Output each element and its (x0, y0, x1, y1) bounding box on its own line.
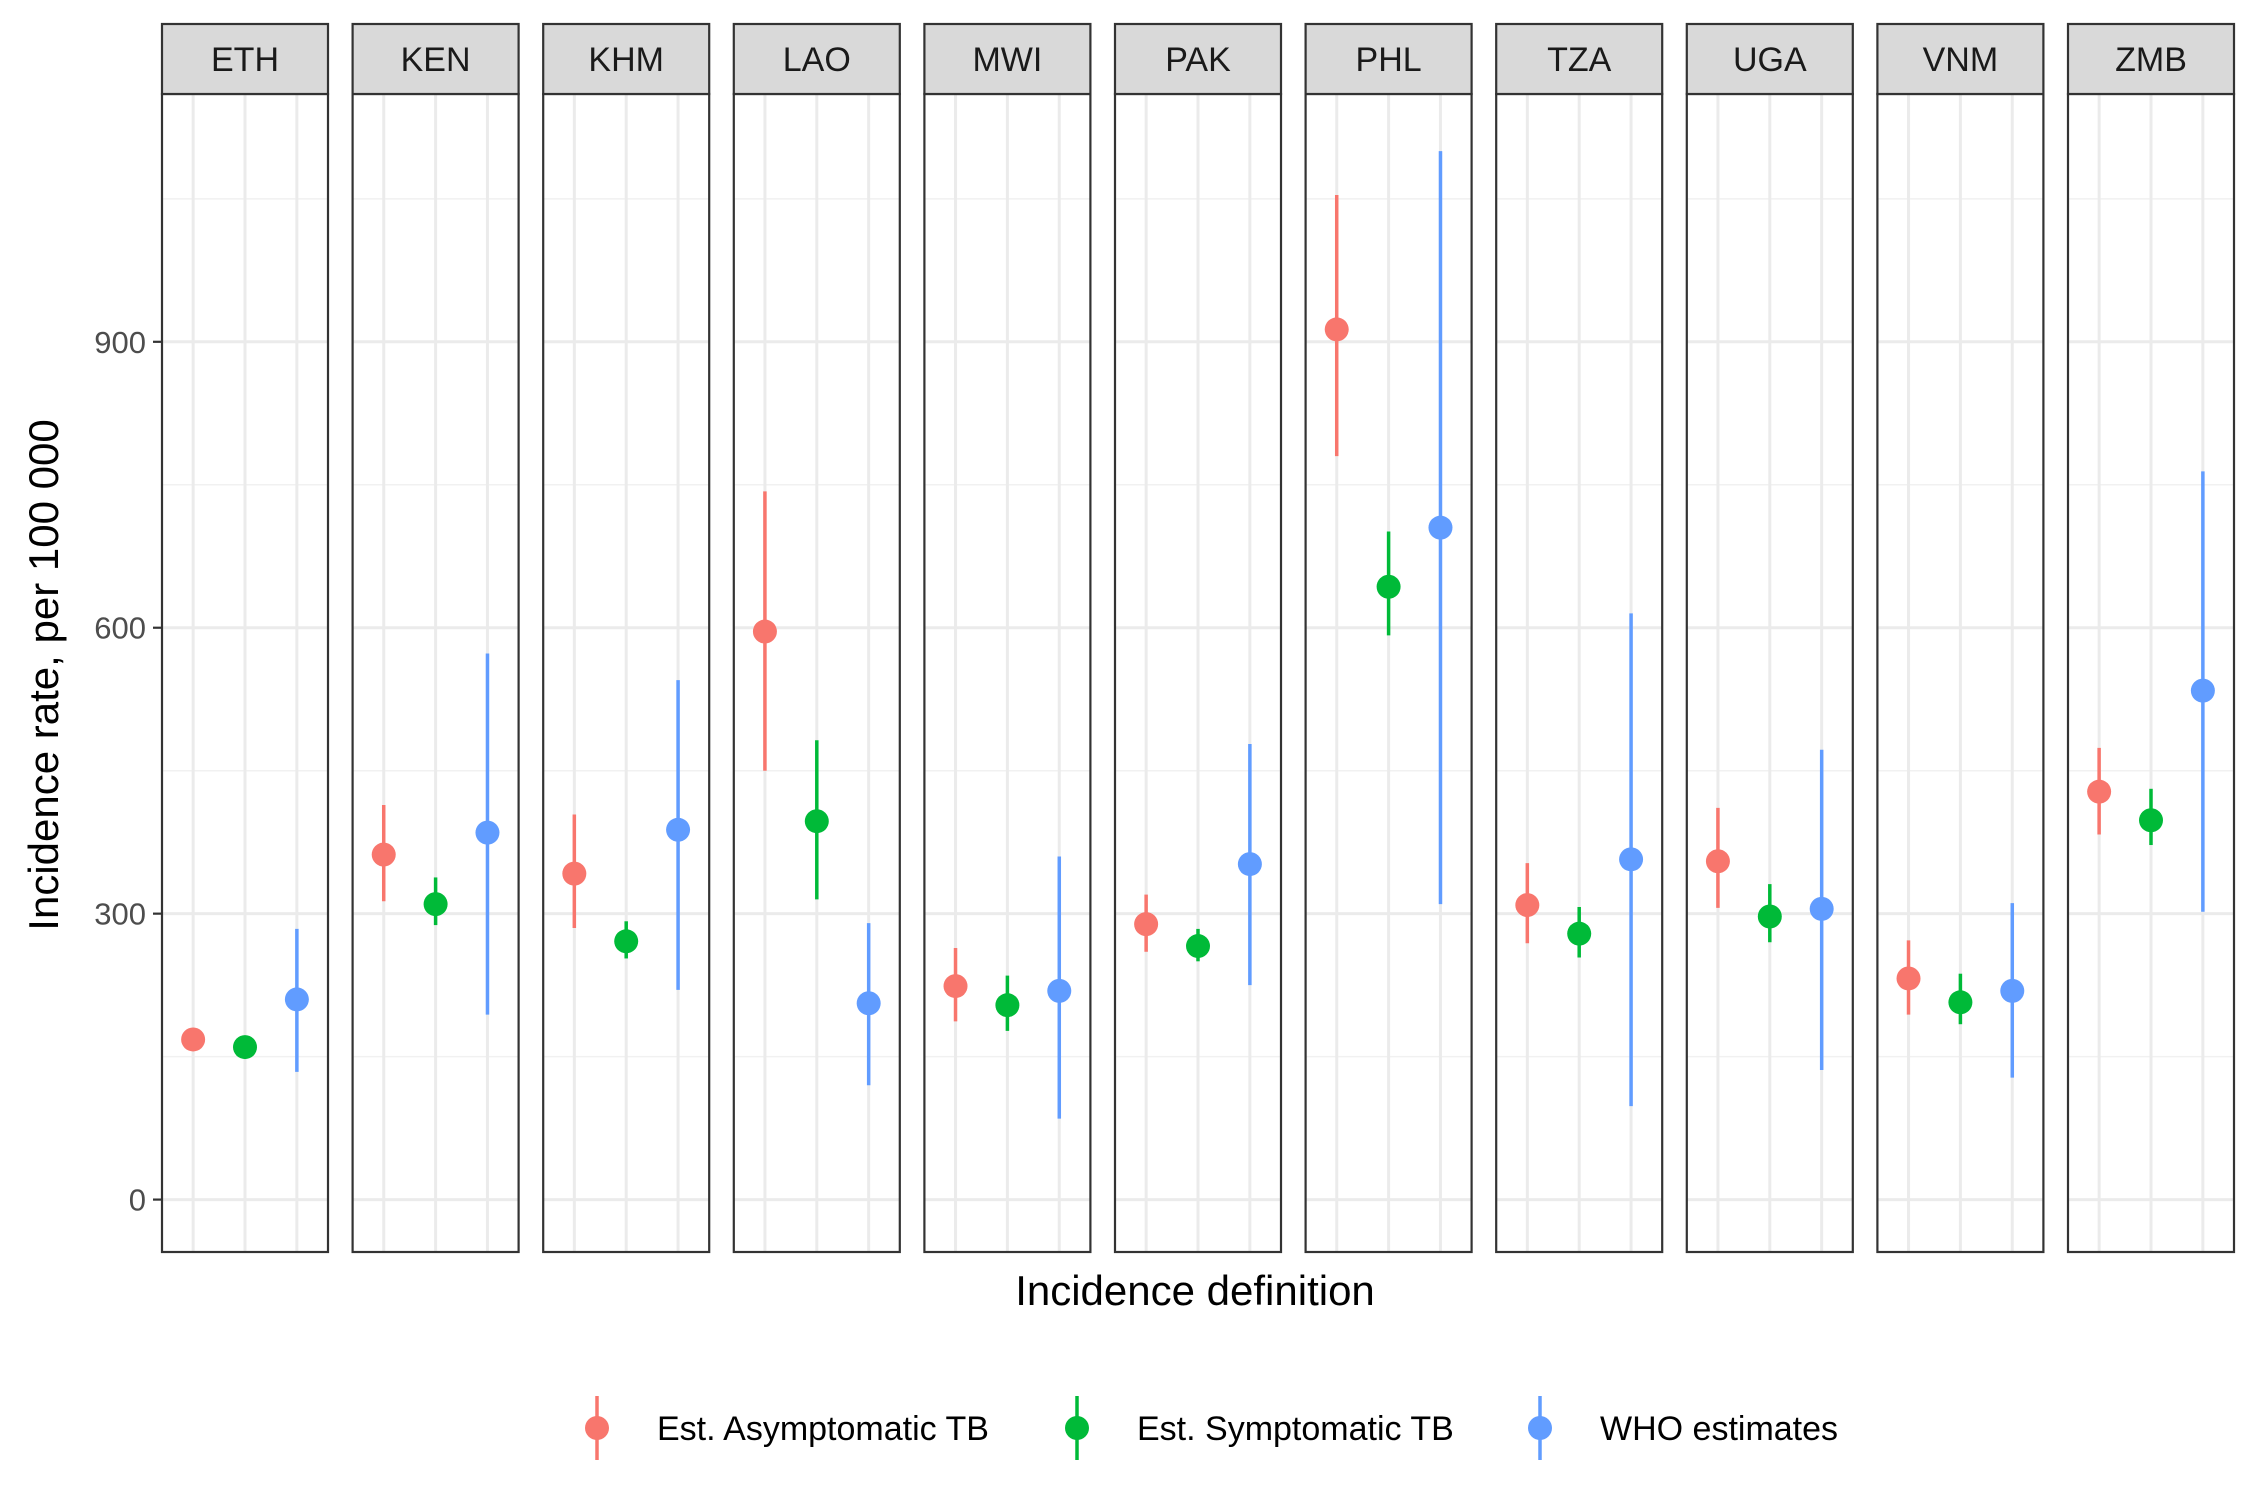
point-mwi-2 (995, 993, 1020, 1018)
x-axis-title: Incidence definition (1015, 1267, 1375, 1314)
y-axis-title: Incidence rate, per 100 000 (20, 419, 67, 930)
facet-label: KEN (401, 41, 471, 79)
point-tza-1 (1515, 893, 1540, 918)
legend-key-point (585, 1416, 609, 1440)
point-vnm-3 (2000, 978, 2025, 1003)
facet-label: LAO (783, 41, 851, 79)
legend: Est. Asymptomatic TB Est. Symptomatic TB W… (585, 1396, 1838, 1460)
point-vnm-1 (1896, 966, 1921, 991)
facet-label: PAK (1165, 41, 1231, 79)
y-tick-label: 900 (94, 325, 146, 360)
facet-panel-zmb: ZMB (2066, 22, 2236, 1254)
facet-strip (1495, 22, 1664, 96)
point-eth-1 (181, 1027, 206, 1052)
legend-item-3: WHO estimates (1528, 1396, 1838, 1460)
facet-label: PHL (1356, 41, 1422, 79)
point-tza-3 (1619, 847, 1644, 872)
legend-item-1: Est. Asymptomatic TB (585, 1396, 989, 1460)
point-khm-2 (614, 929, 639, 954)
facet-label: ZMB (2115, 41, 2187, 79)
point-lao-3 (856, 991, 881, 1016)
point-zmb-3 (2190, 678, 2215, 703)
facet-panel-tza: TZA (1495, 22, 1664, 1254)
facet-strip (1685, 22, 1854, 96)
facet-panel-lao: LAO (732, 22, 901, 1254)
point-uga-2 (1757, 904, 1782, 929)
facet-panel-pak: PAK (1113, 22, 1283, 1254)
point-khm-1 (562, 861, 587, 886)
point-mwi-3 (1047, 978, 1072, 1003)
facet-label: TZA (1547, 41, 1612, 79)
point-vnm-2 (1948, 990, 1973, 1015)
point-zmb-2 (2139, 808, 2163, 833)
point-pak-2 (1186, 934, 1210, 959)
facet-panel-uga: UGA (1685, 22, 1854, 1254)
facet-label: VNM (1923, 41, 1999, 79)
facet-panels: ETH KEN KHM LAO MWI PAK PHL TZA UGA VNM ZMB (160, 22, 2236, 1254)
facet-panel-mwi: MWI (923, 22, 1092, 1254)
legend-item-2: Est. Symptomatic TB (1065, 1396, 1454, 1460)
point-tza-2 (1567, 921, 1592, 946)
point-lao-2 (804, 809, 829, 834)
y-tick-label: 300 (94, 897, 146, 932)
legend-label: WHO estimates (1600, 1410, 1838, 1448)
y-axis: 0 300 600 900 (94, 325, 162, 1218)
y-tick-label: 600 (94, 611, 146, 646)
facet-strip (542, 22, 711, 96)
facet-strip (351, 22, 520, 96)
point-uga-3 (1809, 896, 1834, 921)
facet-strip (923, 22, 1092, 96)
point-zmb-1 (2087, 779, 2112, 804)
point-phl-2 (1376, 574, 1401, 599)
facet-panel-phl: PHL (1304, 22, 1473, 1254)
point-pak-3 (1237, 852, 1262, 877)
point-pak-1 (1134, 912, 1159, 937)
facet-label: UGA (1733, 41, 1807, 79)
facet-strip (1304, 22, 1473, 96)
facet-strip (732, 22, 901, 96)
point-eth-3 (284, 987, 309, 1012)
y-tick-label: 0 (129, 1183, 146, 1218)
point-ken-3 (475, 820, 500, 845)
point-lao-1 (752, 619, 777, 644)
facet-strip (1113, 22, 1283, 96)
legend-key-point (1065, 1416, 1089, 1440)
facet-panel-vnm: VNM (1876, 22, 2045, 1254)
legend-key-point (1528, 1416, 1552, 1440)
facet-label: ETH (211, 41, 279, 79)
facet-label: KHM (588, 41, 664, 79)
legend-label: Est. Asymptomatic TB (657, 1410, 989, 1448)
point-ken-2 (423, 892, 448, 917)
point-mwi-1 (943, 974, 968, 999)
point-eth-2 (233, 1035, 257, 1060)
facet-panel-eth: ETH (160, 22, 330, 1254)
point-ken-1 (371, 842, 396, 867)
point-uga-1 (1705, 849, 1730, 874)
point-khm-3 (666, 817, 691, 842)
facet-panel-ken: KEN (351, 22, 520, 1254)
facet-strip (2066, 22, 2236, 96)
facet-strip (160, 22, 330, 96)
legend-label: Est. Symptomatic TB (1137, 1410, 1454, 1448)
facet-label: MWI (972, 41, 1042, 79)
point-phl-3 (1428, 515, 1453, 540)
point-phl-1 (1324, 317, 1349, 342)
facet-strip (1876, 22, 2045, 96)
facet-panel-khm: KHM (542, 22, 711, 1254)
